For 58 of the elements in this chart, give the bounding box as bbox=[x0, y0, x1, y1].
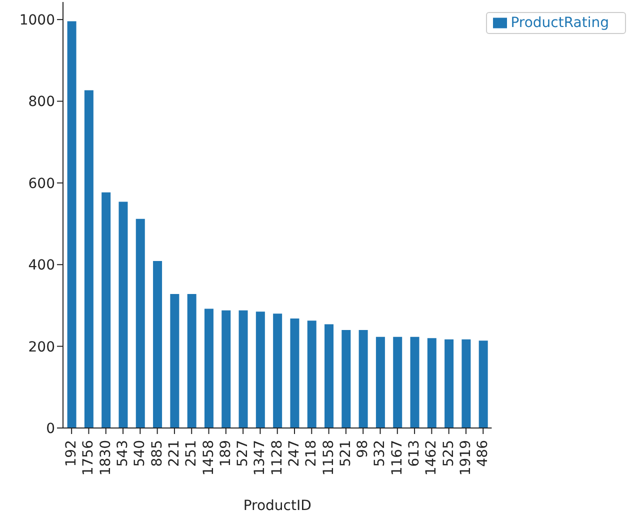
x-tick-label: 1167 bbox=[389, 440, 406, 476]
x-tick-label: 521 bbox=[338, 440, 354, 467]
x-tick-label: 1830 bbox=[98, 440, 114, 476]
bar bbox=[307, 320, 316, 428]
bar bbox=[444, 339, 454, 428]
x-tick-label: 1919 bbox=[458, 440, 474, 476]
bar bbox=[187, 294, 196, 428]
bar bbox=[118, 202, 128, 428]
bar bbox=[153, 260, 162, 428]
bar bbox=[204, 308, 214, 428]
x-tick-label: 1158 bbox=[320, 440, 337, 476]
x-tick-label: 98 bbox=[355, 440, 372, 458]
x-tick-label: 1462 bbox=[424, 440, 440, 476]
bar bbox=[324, 324, 334, 428]
x-tick-label: 885 bbox=[149, 440, 166, 467]
x-tick-label: 192 bbox=[64, 440, 80, 467]
bar bbox=[102, 192, 111, 428]
bar bbox=[290, 318, 300, 428]
x-tick-label: 1756 bbox=[80, 440, 97, 476]
bar bbox=[342, 330, 351, 428]
x-tick-label: 189 bbox=[218, 440, 234, 467]
bar bbox=[256, 312, 265, 428]
y-tick-label: 800 bbox=[28, 94, 55, 110]
legend-label: ProductRating bbox=[510, 15, 609, 31]
bar bbox=[410, 336, 420, 428]
bar bbox=[84, 90, 94, 428]
x-tick-label: 525 bbox=[440, 440, 457, 467]
bar bbox=[376, 336, 385, 428]
x-tick-label: 613 bbox=[406, 440, 423, 467]
bar bbox=[67, 21, 76, 428]
bar bbox=[273, 314, 282, 428]
x-tick-label: 1128 bbox=[269, 440, 286, 476]
x-tick-label: 527 bbox=[235, 440, 252, 467]
x-tick-label: 218 bbox=[304, 440, 320, 467]
bar bbox=[170, 294, 180, 428]
y-tick-label: 400 bbox=[28, 258, 55, 274]
x-tick-label: 251 bbox=[184, 440, 200, 467]
bar bbox=[462, 339, 471, 428]
y-tick-label: 1000 bbox=[19, 12, 55, 29]
bar bbox=[427, 338, 436, 428]
x-tick-label: 221 bbox=[166, 440, 182, 467]
bar bbox=[136, 218, 145, 428]
y-tick-label: 200 bbox=[28, 339, 55, 356]
x-tick-label: 247 bbox=[286, 440, 302, 467]
y-tick-label: 600 bbox=[28, 176, 55, 192]
bar bbox=[222, 310, 231, 428]
x-tick-label: 532 bbox=[372, 440, 388, 467]
x-tick-label: 1458 bbox=[200, 440, 217, 476]
x-tick-label: 540 bbox=[132, 440, 148, 467]
x-tick-label: 1347 bbox=[252, 440, 268, 476]
bar bbox=[478, 340, 488, 428]
bar bbox=[358, 330, 368, 428]
x-tick-label: 486 bbox=[475, 440, 492, 467]
x-axis-title: ProductID bbox=[243, 498, 312, 514]
x-tick-label: 543 bbox=[115, 440, 132, 467]
y-tick-label: 0 bbox=[46, 420, 55, 437]
bar bbox=[393, 336, 402, 428]
bar bbox=[238, 310, 248, 428]
